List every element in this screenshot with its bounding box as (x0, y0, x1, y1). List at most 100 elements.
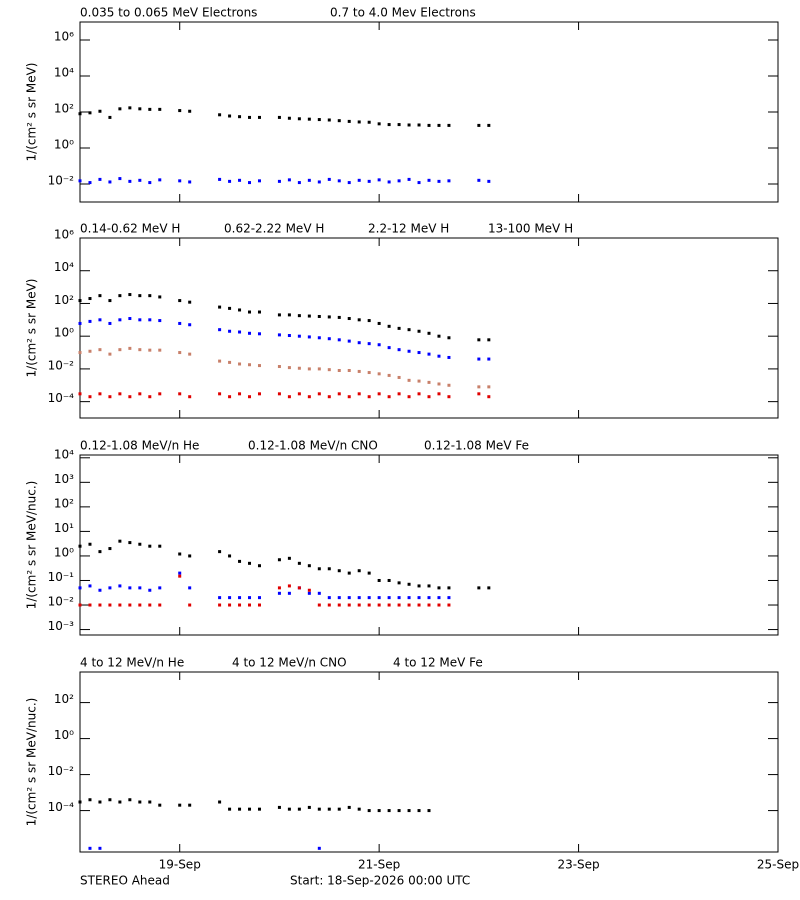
data-point (357, 120, 361, 124)
data-point (437, 123, 441, 127)
legend-entry: 0.7 to 4.0 Mev Electrons (330, 6, 476, 20)
data-point (317, 336, 321, 340)
plot-frame (79, 237, 779, 419)
data-point (188, 803, 192, 807)
y-tick-label: 10⁰ (54, 326, 74, 340)
data-point (148, 348, 152, 352)
data-point (178, 179, 182, 183)
data-point (88, 395, 92, 399)
data-point (108, 603, 112, 607)
data-point (238, 559, 242, 563)
spacecraft-label: STEREO Ahead (80, 874, 170, 888)
data-point (277, 365, 281, 369)
data-point (417, 123, 421, 127)
data-point (367, 319, 371, 323)
data-point (417, 181, 421, 185)
data-point (228, 306, 232, 310)
data-point (98, 348, 102, 352)
data-point (128, 541, 132, 545)
data-point (248, 331, 252, 335)
data-point (317, 846, 321, 850)
data-point (357, 392, 361, 396)
data-point (188, 300, 192, 304)
data-point (248, 310, 252, 314)
data-point (218, 800, 222, 804)
y-axis-label: 1/(cm² s sr MeV) (25, 279, 39, 378)
data-point (138, 392, 142, 396)
data-point (387, 596, 391, 600)
data-point (277, 313, 281, 317)
data-point (307, 805, 311, 809)
data-point (148, 800, 152, 804)
data-point (317, 567, 321, 571)
data-point (437, 354, 441, 358)
data-point (357, 318, 361, 322)
data-point (148, 318, 152, 322)
data-point (357, 178, 361, 182)
data-point (427, 380, 431, 384)
data-point (78, 586, 82, 590)
data-point (367, 371, 371, 375)
data-point (377, 122, 381, 126)
data-point (437, 596, 441, 600)
data-point (367, 596, 371, 600)
data-point (487, 123, 491, 127)
data-point (407, 809, 411, 813)
legend-entry: 0.62-2.22 MeV H (224, 222, 324, 236)
data-point (407, 596, 411, 600)
data-point (437, 179, 441, 183)
y-tick-label: 10² (54, 102, 74, 116)
data-point (218, 359, 222, 363)
data-point (297, 366, 301, 370)
data-point (337, 807, 341, 811)
data-point (427, 809, 431, 813)
data-point (417, 603, 421, 607)
y-tick-label: 10⁴ (54, 447, 74, 461)
data-point (188, 352, 192, 356)
data-point (228, 807, 232, 811)
data-point (327, 807, 331, 811)
data-point (257, 179, 261, 183)
data-point (307, 335, 311, 339)
data-point (98, 109, 102, 113)
legend-entry: 0.12-1.08 MeV Fe (424, 439, 529, 453)
data-point (248, 181, 252, 185)
data-point (128, 586, 132, 590)
data-point (88, 584, 92, 588)
data-point (108, 547, 112, 551)
data-point (228, 554, 232, 558)
data-point (158, 603, 162, 607)
data-point (238, 392, 242, 396)
data-point (257, 603, 261, 607)
data-point (487, 357, 491, 361)
legend-entry: 2.2-12 MeV H (368, 222, 449, 236)
data-point (487, 385, 491, 389)
data-point (188, 395, 192, 399)
data-point (228, 329, 232, 333)
data-point (397, 392, 401, 396)
data-point (407, 395, 411, 399)
data-point (327, 596, 331, 600)
data-point (487, 586, 491, 590)
x-tick-label: 23-Sep (557, 858, 599, 872)
data-point (277, 179, 281, 183)
data-point (178, 571, 182, 575)
data-point (88, 846, 92, 850)
data-point (118, 348, 122, 352)
data-point (317, 807, 321, 811)
data-point (357, 596, 361, 600)
data-point (397, 581, 401, 585)
data-point (248, 807, 252, 811)
data-point (218, 550, 222, 554)
data-point (238, 596, 242, 600)
data-point (78, 351, 82, 355)
data-point (257, 807, 261, 811)
data-point (317, 392, 321, 396)
y-tick-label: 10⁻² (48, 358, 75, 372)
data-point (138, 586, 142, 590)
data-point (287, 807, 291, 811)
data-point (238, 603, 242, 607)
data-point (437, 382, 441, 386)
y-tick-label: 10⁶ (54, 30, 74, 44)
data-point (78, 299, 82, 303)
